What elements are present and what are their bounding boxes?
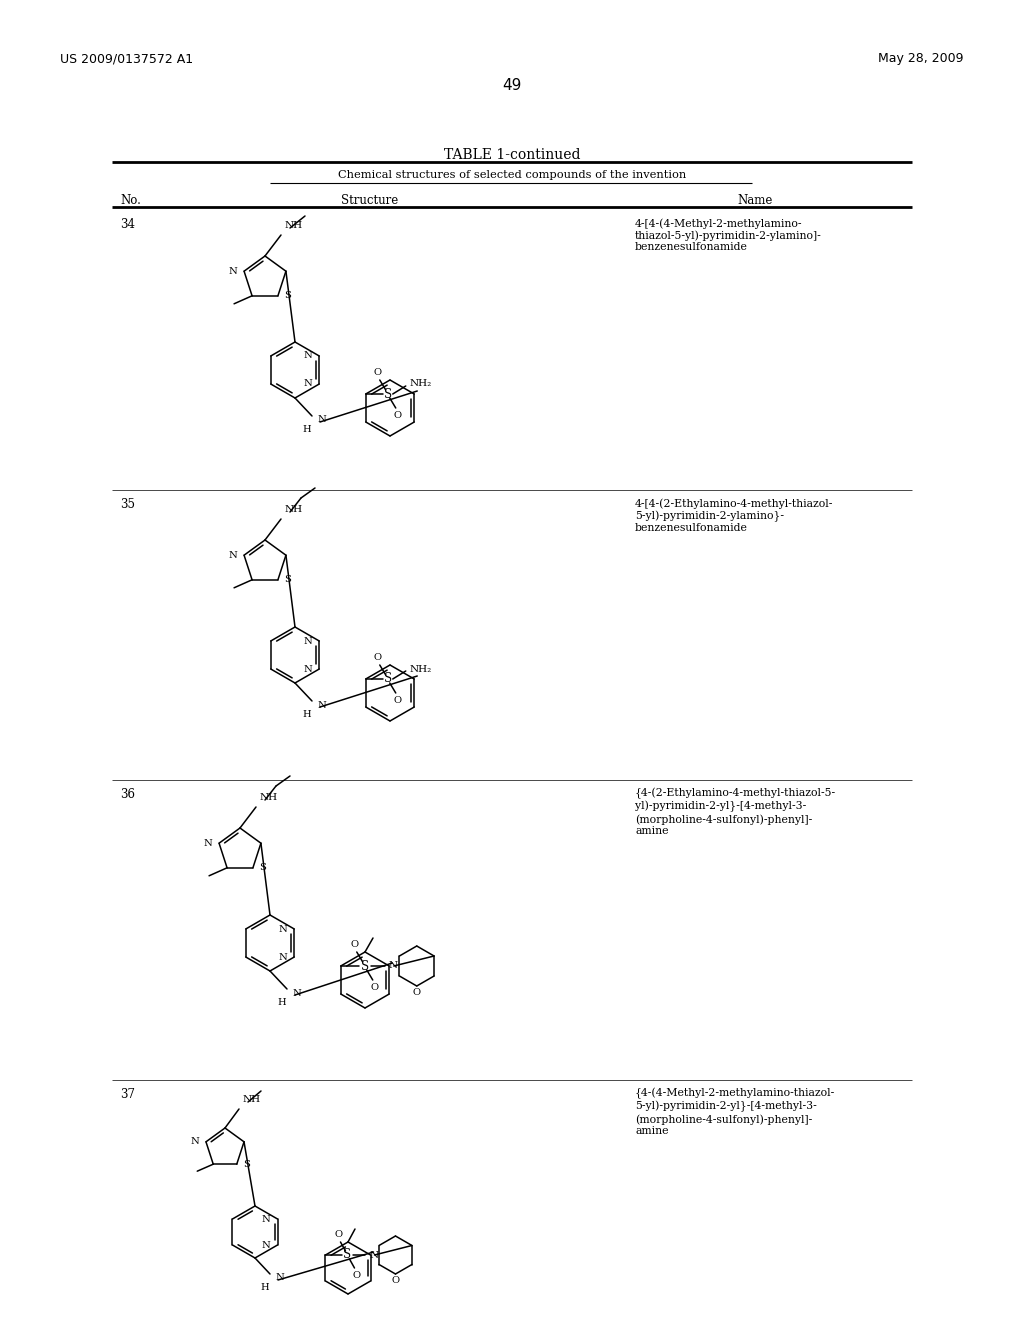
Text: 4-[4-(4-Methyl-2-methylamino-
thiazol-5-yl)-pyrimidin-2-ylamino]-
benzenesulfona: 4-[4-(4-Methyl-2-methylamino- thiazol-5-…: [635, 218, 821, 252]
Text: O: O: [374, 368, 382, 378]
Text: N: N: [303, 664, 312, 673]
Text: S: S: [360, 960, 369, 973]
Text: H: H: [303, 710, 311, 719]
Text: N: N: [262, 1214, 270, 1224]
Text: H: H: [278, 998, 287, 1007]
Text: US 2009/0137572 A1: US 2009/0137572 A1: [60, 51, 194, 65]
Text: 4-[4-(2-Ethylamino-4-methyl-thiazol-
5-yl)-pyrimidin-2-ylamino}-
benzenesulfonam: 4-[4-(2-Ethylamino-4-methyl-thiazol- 5-y…: [635, 498, 834, 533]
Text: S: S: [343, 1249, 351, 1262]
Text: NH: NH: [260, 793, 279, 803]
Text: N: N: [317, 701, 326, 710]
Text: 34: 34: [120, 218, 135, 231]
Text: 36: 36: [120, 788, 135, 801]
Text: O: O: [393, 696, 401, 705]
Text: H: H: [303, 425, 311, 434]
Text: N: N: [190, 1138, 199, 1146]
Text: Name: Name: [737, 194, 773, 207]
Text: N: N: [317, 416, 326, 425]
Text: O: O: [335, 1230, 343, 1239]
Text: Chemical structures of selected compounds of the invention: Chemical structures of selected compound…: [338, 170, 686, 180]
Text: O: O: [413, 987, 421, 997]
Text: O: O: [350, 940, 358, 949]
Text: O: O: [393, 411, 401, 420]
Text: O: O: [352, 1271, 360, 1280]
Text: N: N: [303, 351, 312, 360]
Text: N: N: [262, 1241, 270, 1250]
Text: N: N: [370, 1250, 379, 1259]
Text: O: O: [391, 1276, 399, 1284]
Text: 37: 37: [120, 1088, 135, 1101]
Text: N: N: [279, 924, 288, 933]
Text: NH: NH: [243, 1096, 261, 1104]
Text: N: N: [389, 961, 398, 970]
Text: N: N: [303, 380, 312, 388]
Text: NH: NH: [285, 220, 303, 230]
Text: NH₂: NH₂: [410, 664, 432, 673]
Text: 35: 35: [120, 498, 135, 511]
Text: S: S: [284, 576, 291, 585]
Text: N: N: [303, 636, 312, 645]
Text: O: O: [371, 983, 379, 993]
Text: N: N: [279, 953, 288, 961]
Text: 49: 49: [503, 78, 521, 92]
Text: S: S: [243, 1160, 250, 1168]
Text: O: O: [374, 653, 382, 663]
Text: S: S: [259, 863, 266, 873]
Text: TABLE 1-continued: TABLE 1-continued: [443, 148, 581, 162]
Text: N: N: [204, 838, 212, 847]
Text: S: S: [384, 672, 392, 685]
Text: Structure: Structure: [341, 194, 398, 207]
Text: N: N: [275, 1274, 284, 1283]
Text: No.: No.: [120, 194, 141, 207]
Text: H: H: [261, 1283, 269, 1292]
Text: S: S: [384, 388, 392, 400]
Text: N: N: [228, 267, 238, 276]
Text: NH: NH: [285, 506, 303, 513]
Text: S: S: [284, 292, 291, 300]
Text: {4-(4-Methyl-2-methylamino-thiazol-
5-yl)-pyrimidin-2-yl}-[4-methyl-3-
(morpholi: {4-(4-Methyl-2-methylamino-thiazol- 5-yl…: [635, 1088, 836, 1137]
Text: NH₂: NH₂: [410, 380, 432, 388]
Text: N: N: [228, 550, 238, 560]
Text: N: N: [292, 989, 301, 998]
Text: {4-(2-Ethylamino-4-methyl-thiazol-5-
yl)-pyrimidin-2-yl}-[4-methyl-3-
(morpholin: {4-(2-Ethylamino-4-methyl-thiazol-5- yl)…: [635, 788, 837, 837]
Text: May 28, 2009: May 28, 2009: [879, 51, 964, 65]
